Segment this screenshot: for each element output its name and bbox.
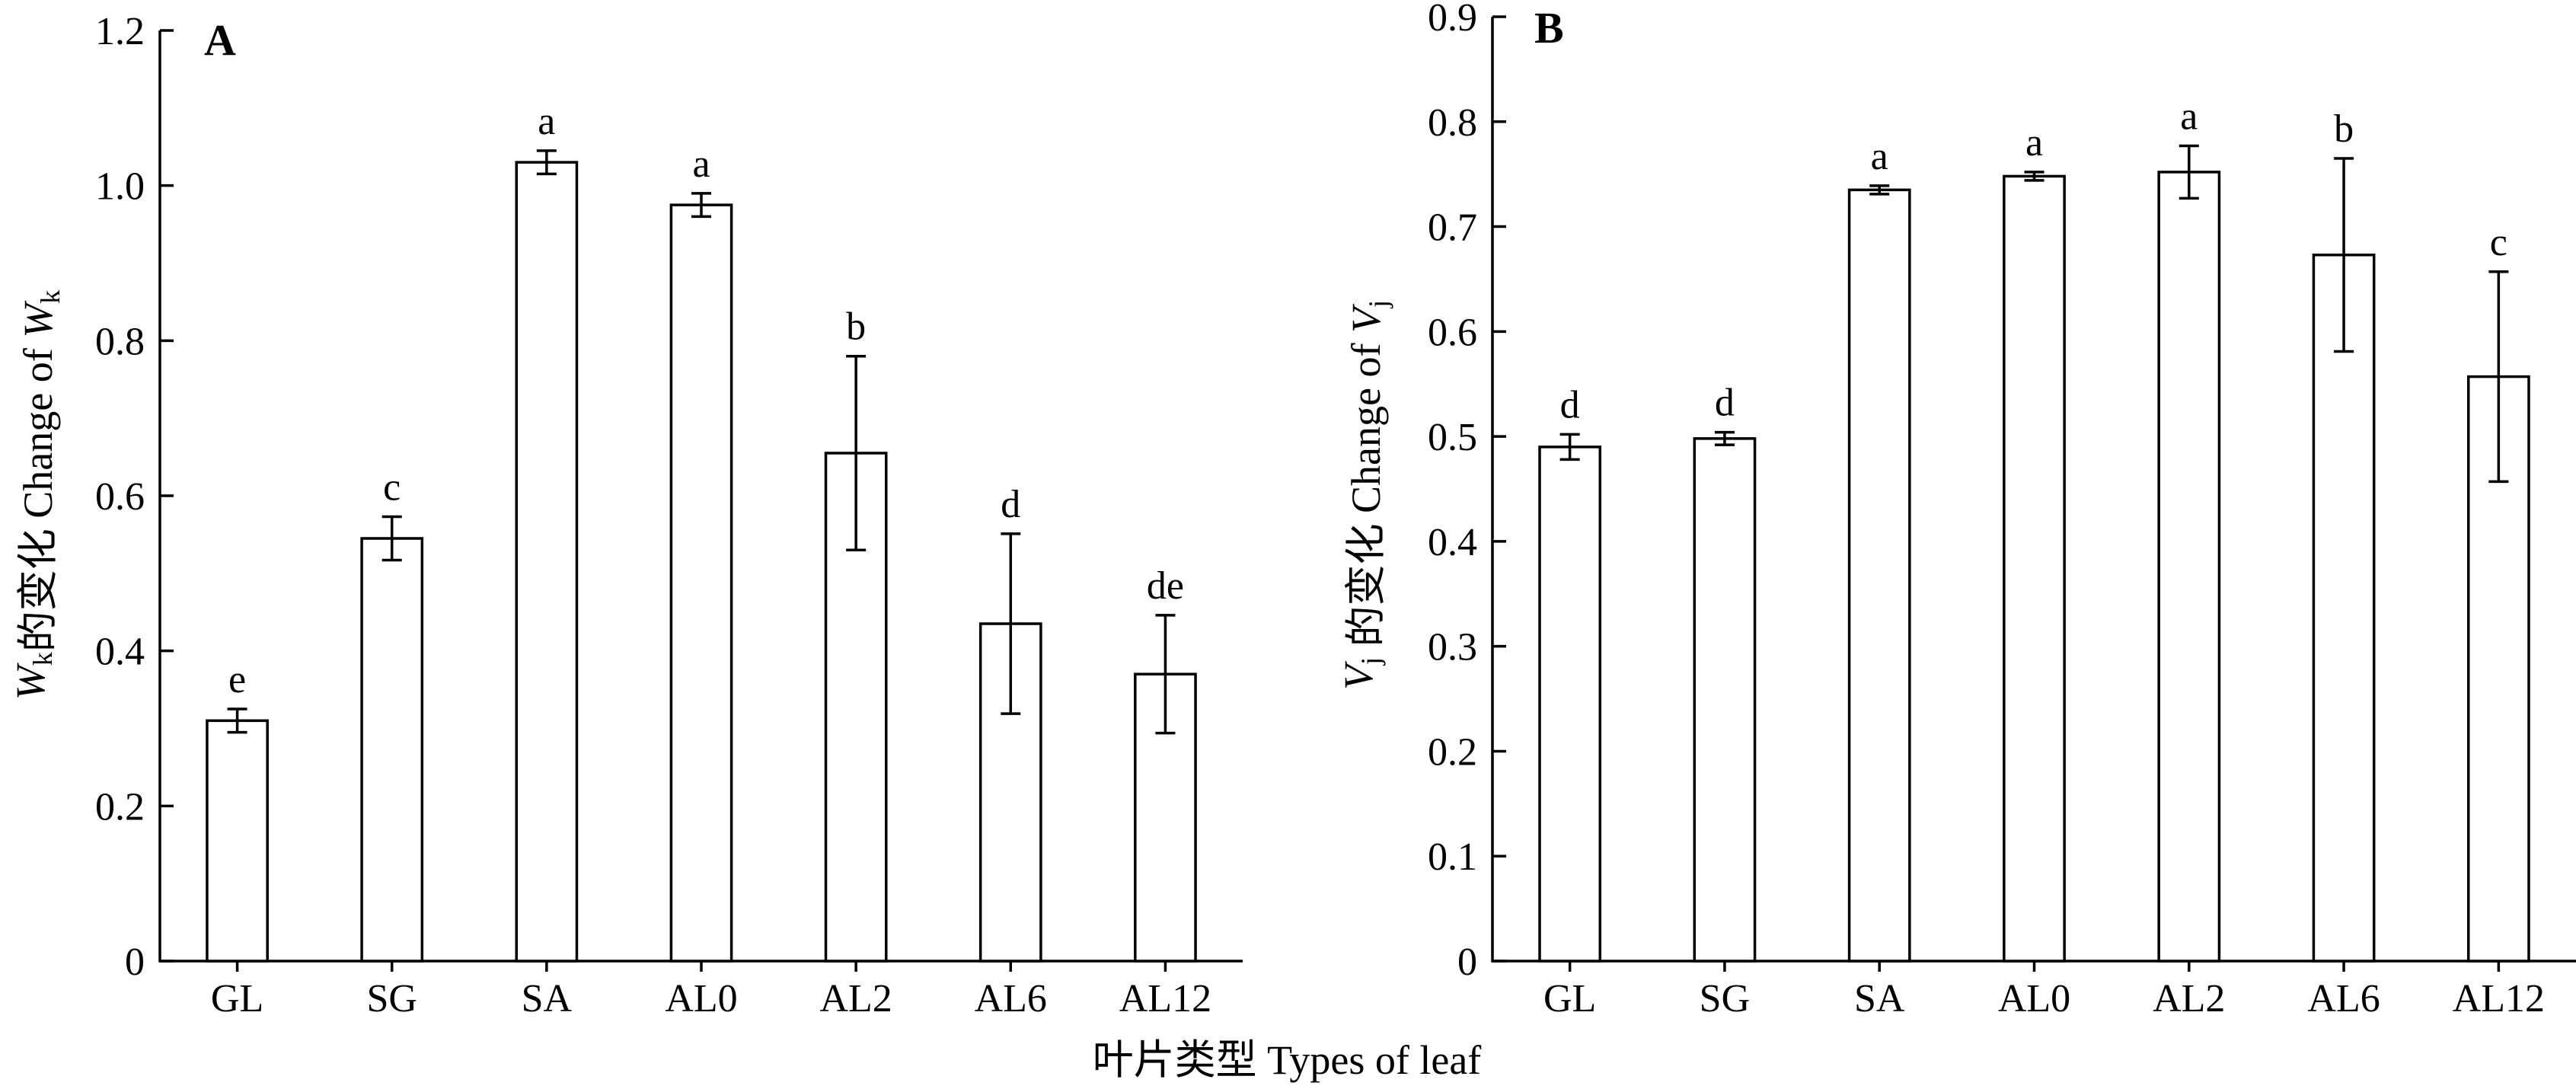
x-tick-label: AL2 (2153, 977, 2225, 1020)
x-tick-label: AL12 (2453, 977, 2545, 1020)
y-tick-label: 1.2 (95, 10, 145, 53)
x-tick-label: AL6 (975, 977, 1047, 1020)
error-bar-al2 (2179, 144, 2199, 200)
x-tick-label: SA (1854, 977, 1905, 1020)
bar-gl (1538, 446, 1602, 963)
y-tick-label: 0.7 (1428, 206, 1477, 250)
bar-al0 (2003, 174, 2066, 963)
error-bar-gl (1559, 433, 1580, 461)
x-tick-label: AL6 (2307, 977, 2380, 1020)
significance-letter: b (846, 305, 866, 349)
x-tick-label: SA (522, 977, 573, 1020)
significance-letter: c (383, 465, 401, 509)
significance-letter: a (538, 100, 555, 143)
significance-letter: d (1560, 383, 1580, 426)
panel-a-chart: 0 0.2 0.4 0.6 0.8 1.0 1.2 e GL c SG a SA a AL0 b AL2 d AL6… (8, 10, 1243, 1020)
x-tick-label: AL0 (1998, 977, 2070, 1020)
y-tick-label: 0.4 (95, 631, 145, 674)
bar-sg (360, 537, 424, 963)
x-tick-label: AL12 (1119, 977, 1211, 1020)
bar-al2 (2157, 171, 2221, 963)
error-bar-al12 (1155, 614, 1176, 735)
significance-letter: e (228, 658, 246, 701)
panel-label: A (204, 15, 236, 65)
error-bar-al6 (2334, 157, 2354, 353)
x-tick-label: AL0 (665, 977, 737, 1020)
error-bar-gl (227, 707, 247, 734)
error-bar-al0 (691, 192, 711, 219)
bar-sa (515, 161, 579, 963)
error-bar-al2 (846, 354, 867, 552)
y-tick-label: 0.4 (1428, 521, 1477, 564)
x-tick-label: GL (211, 977, 263, 1020)
y-tick-label: 0.2 (95, 785, 145, 829)
error-bar-sa (1869, 184, 1890, 196)
error-bar-sa (536, 149, 557, 176)
y-axis-label: Vj 的变化 Change of Vj (1336, 300, 1393, 690)
significance-letter: a (2180, 94, 2198, 138)
error-bar-sg (381, 515, 402, 562)
y-axis-label: Wk的变化 Change of Wk (8, 290, 65, 700)
error-bar-al0 (2024, 171, 2045, 182)
y-tick-label: 0.1 (1428, 835, 1477, 879)
y-tick-label: 0 (125, 940, 145, 984)
y-tick-label: 0.3 (1428, 626, 1477, 669)
significance-letter: c (2490, 221, 2507, 264)
y-tick-label: 0.8 (1428, 101, 1477, 145)
bar-sg (1693, 437, 1757, 963)
y-tick-label: 0.6 (1428, 311, 1477, 354)
significance-letter: a (692, 142, 710, 186)
bar-sa (1847, 188, 1911, 963)
y-tick-label: 0.9 (1428, 0, 1477, 40)
y-tick-label: 0.5 (1428, 416, 1477, 459)
shared-x-axis-label: 叶片类型 Types of leaf (1093, 1037, 1482, 1083)
y-tick-label: 0 (1457, 940, 1477, 984)
bar-gl (206, 719, 269, 963)
significance-letter: a (1871, 135, 1888, 178)
x-tick-label: SG (1700, 977, 1750, 1020)
bar-al6 (2312, 254, 2376, 963)
error-bar-sg (1714, 430, 1735, 446)
error-bar-al6 (1001, 532, 1021, 715)
panel-label: B (1534, 3, 1564, 53)
bar-al0 (669, 203, 733, 963)
y-tick-label: 1.0 (95, 165, 145, 209)
significance-letter: de (1147, 564, 1184, 608)
significance-letter: b (2334, 107, 2354, 151)
x-tick-label: GL (1543, 977, 1596, 1020)
error-bar-al12 (2488, 270, 2509, 484)
significance-letter: a (2025, 121, 2043, 164)
y-tick-label: 0.8 (95, 320, 145, 363)
significance-letter: d (1001, 483, 1020, 526)
x-tick-label: SG (366, 977, 417, 1020)
y-tick-label: 0.6 (95, 475, 145, 519)
y-tick-label: 0.2 (1428, 730, 1477, 774)
panel-b-chart: 0 0.1 0.2 0.3 0.4 0.5 0.6 0.7 0.8 0.9 d GL d SG a SA a AL… (1336, 0, 2576, 1020)
x-tick-label: AL2 (819, 977, 892, 1020)
significance-letter: d (1715, 382, 1735, 425)
